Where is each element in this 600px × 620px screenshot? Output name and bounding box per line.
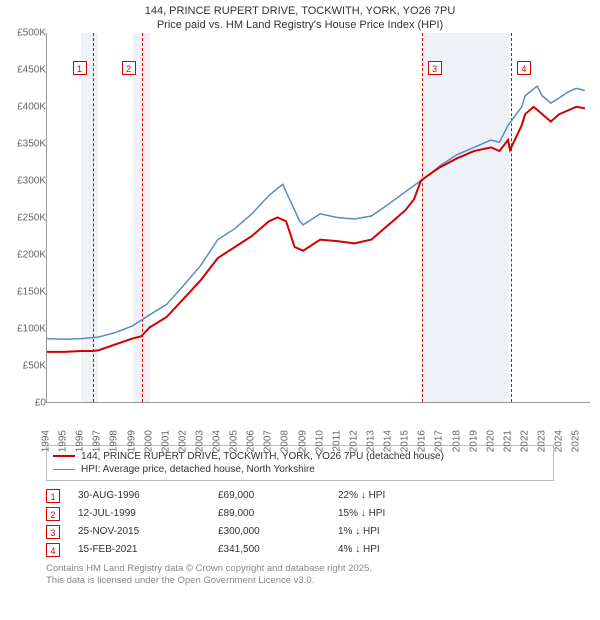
marker-label-box: 2 — [122, 61, 136, 75]
x-tick-label: 2013 — [366, 430, 377, 452]
sales-row-diff: 4% ↓ HPI — [338, 544, 458, 555]
sales-row-diff: 15% ↓ HPI — [338, 508, 458, 519]
sales-row-price: £341,500 — [218, 544, 338, 555]
legend-item: HPI: Average price, detached house, Nort… — [53, 463, 547, 476]
x-tick-label: 2007 — [263, 430, 274, 452]
sales-row: 1 30-AUG-1996£69,00022% ↓ HPI — [46, 487, 554, 505]
x-tick-label: 2025 — [571, 430, 582, 452]
x-tick-label: 1995 — [58, 430, 69, 452]
chart-area: £0 £50K £100K £150K £200K £250K £300K £350K £400… — [0, 33, 600, 441]
sales-row-diff: 1% ↓ HPI — [338, 526, 458, 537]
x-tick-label: 1997 — [92, 430, 103, 452]
y-tick-label: £350K — [17, 138, 46, 149]
y-axis: £0£50K£100K£150K£200K£250K£300K£350K£400… — [4, 33, 46, 403]
x-tick-label: 2018 — [451, 430, 462, 452]
sales-row-marker: 1 — [46, 489, 60, 503]
property-line — [47, 106, 585, 351]
y-tick-label: £250K — [17, 212, 46, 223]
x-tick-label: 2017 — [434, 430, 445, 452]
sales-row: 2 12-JUL-1999£89,00015% ↓ HPI — [46, 505, 554, 523]
legend-swatch — [53, 455, 75, 457]
x-tick-label: 2006 — [246, 430, 257, 452]
x-tick-label: 2015 — [400, 430, 411, 452]
plot-area: 1 2 3 4 — [46, 33, 590, 403]
marker-label-box: 4 — [517, 61, 531, 75]
x-tick-label: 2002 — [177, 430, 188, 452]
marker-label-box: 3 — [428, 61, 442, 75]
x-tick-label: 1998 — [109, 430, 120, 452]
x-tick-label: 2012 — [348, 430, 359, 452]
y-tick-label: £500K — [17, 27, 46, 38]
x-tick-label: 2003 — [194, 430, 205, 452]
sales-row-date: 15-FEB-2021 — [78, 544, 218, 555]
x-tick-label: 2001 — [160, 430, 171, 452]
sales-table: 1 30-AUG-1996£69,00022% ↓ HPI 2 12-JUL-1999… — [46, 487, 554, 559]
sales-row-price: £89,000 — [218, 508, 338, 519]
x-tick-label: 2014 — [383, 430, 394, 452]
y-tick-label: £450K — [17, 64, 46, 75]
sales-row-marker: 2 — [46, 507, 60, 521]
x-tick-label: 1994 — [41, 430, 52, 452]
chart-title: 144, PRINCE RUPERT DRIVE, TOCKWITH, YORK… — [0, 0, 600, 33]
footer-line-1: Contains HM Land Registry data © Crown c… — [46, 563, 554, 575]
sales-row-marker: 4 — [46, 543, 60, 557]
x-tick-label: 1996 — [75, 430, 86, 452]
x-tick-label: 2016 — [417, 430, 428, 452]
x-tick-label: 2022 — [519, 430, 530, 452]
x-tick-label: 1999 — [126, 430, 137, 452]
line-chart-svg — [47, 33, 590, 402]
hpi-line — [47, 86, 585, 339]
sales-row-price: £300,000 — [218, 526, 338, 537]
y-tick-label: £150K — [17, 286, 46, 297]
x-tick-label: 2008 — [280, 430, 291, 452]
x-axis: 1994199519961997199819992000200120022003… — [46, 405, 590, 441]
sales-row-date: 12-JUL-1999 — [78, 508, 218, 519]
x-tick-label: 2019 — [468, 430, 479, 452]
y-tick-label: £100K — [17, 323, 46, 334]
sales-row-date: 25-NOV-2015 — [78, 526, 218, 537]
y-tick-label: £50K — [23, 360, 46, 371]
legend-label: HPI: Average price, detached house, Nort… — [81, 464, 315, 475]
marker-label-box: 1 — [73, 61, 87, 75]
y-tick-label: £0 — [35, 397, 46, 408]
footer-line-2: This data is licensed under the Open Gov… — [46, 575, 554, 587]
footer-attribution: Contains HM Land Registry data © Crown c… — [46, 563, 554, 588]
x-tick-label: 2023 — [537, 430, 548, 452]
y-tick-label: £200K — [17, 249, 46, 260]
sales-row-price: £69,000 — [218, 490, 338, 501]
sales-row-date: 30-AUG-1996 — [78, 490, 218, 501]
x-tick-label: 2010 — [314, 430, 325, 452]
x-tick-label: 2000 — [143, 430, 154, 452]
x-tick-label: 2024 — [554, 430, 565, 452]
y-tick-label: £400K — [17, 101, 46, 112]
x-tick-label: 2009 — [297, 430, 308, 452]
title-line-2: Price paid vs. HM Land Registry's House … — [0, 18, 600, 32]
x-tick-label: 2020 — [485, 430, 496, 452]
legend-swatch — [53, 469, 75, 470]
title-line-1: 144, PRINCE RUPERT DRIVE, TOCKWITH, YORK… — [0, 4, 600, 18]
x-tick-label: 2021 — [502, 430, 513, 452]
sales-row: 4 15-FEB-2021£341,5004% ↓ HPI — [46, 541, 554, 559]
sales-row: 3 25-NOV-2015£300,0001% ↓ HPI — [46, 523, 554, 541]
x-tick-label: 2004 — [212, 430, 223, 452]
sales-row-diff: 22% ↓ HPI — [338, 490, 458, 501]
x-tick-label: 2011 — [331, 430, 342, 452]
y-tick-label: £300K — [17, 175, 46, 186]
sales-row-marker: 3 — [46, 525, 60, 539]
x-tick-label: 2005 — [229, 430, 240, 452]
